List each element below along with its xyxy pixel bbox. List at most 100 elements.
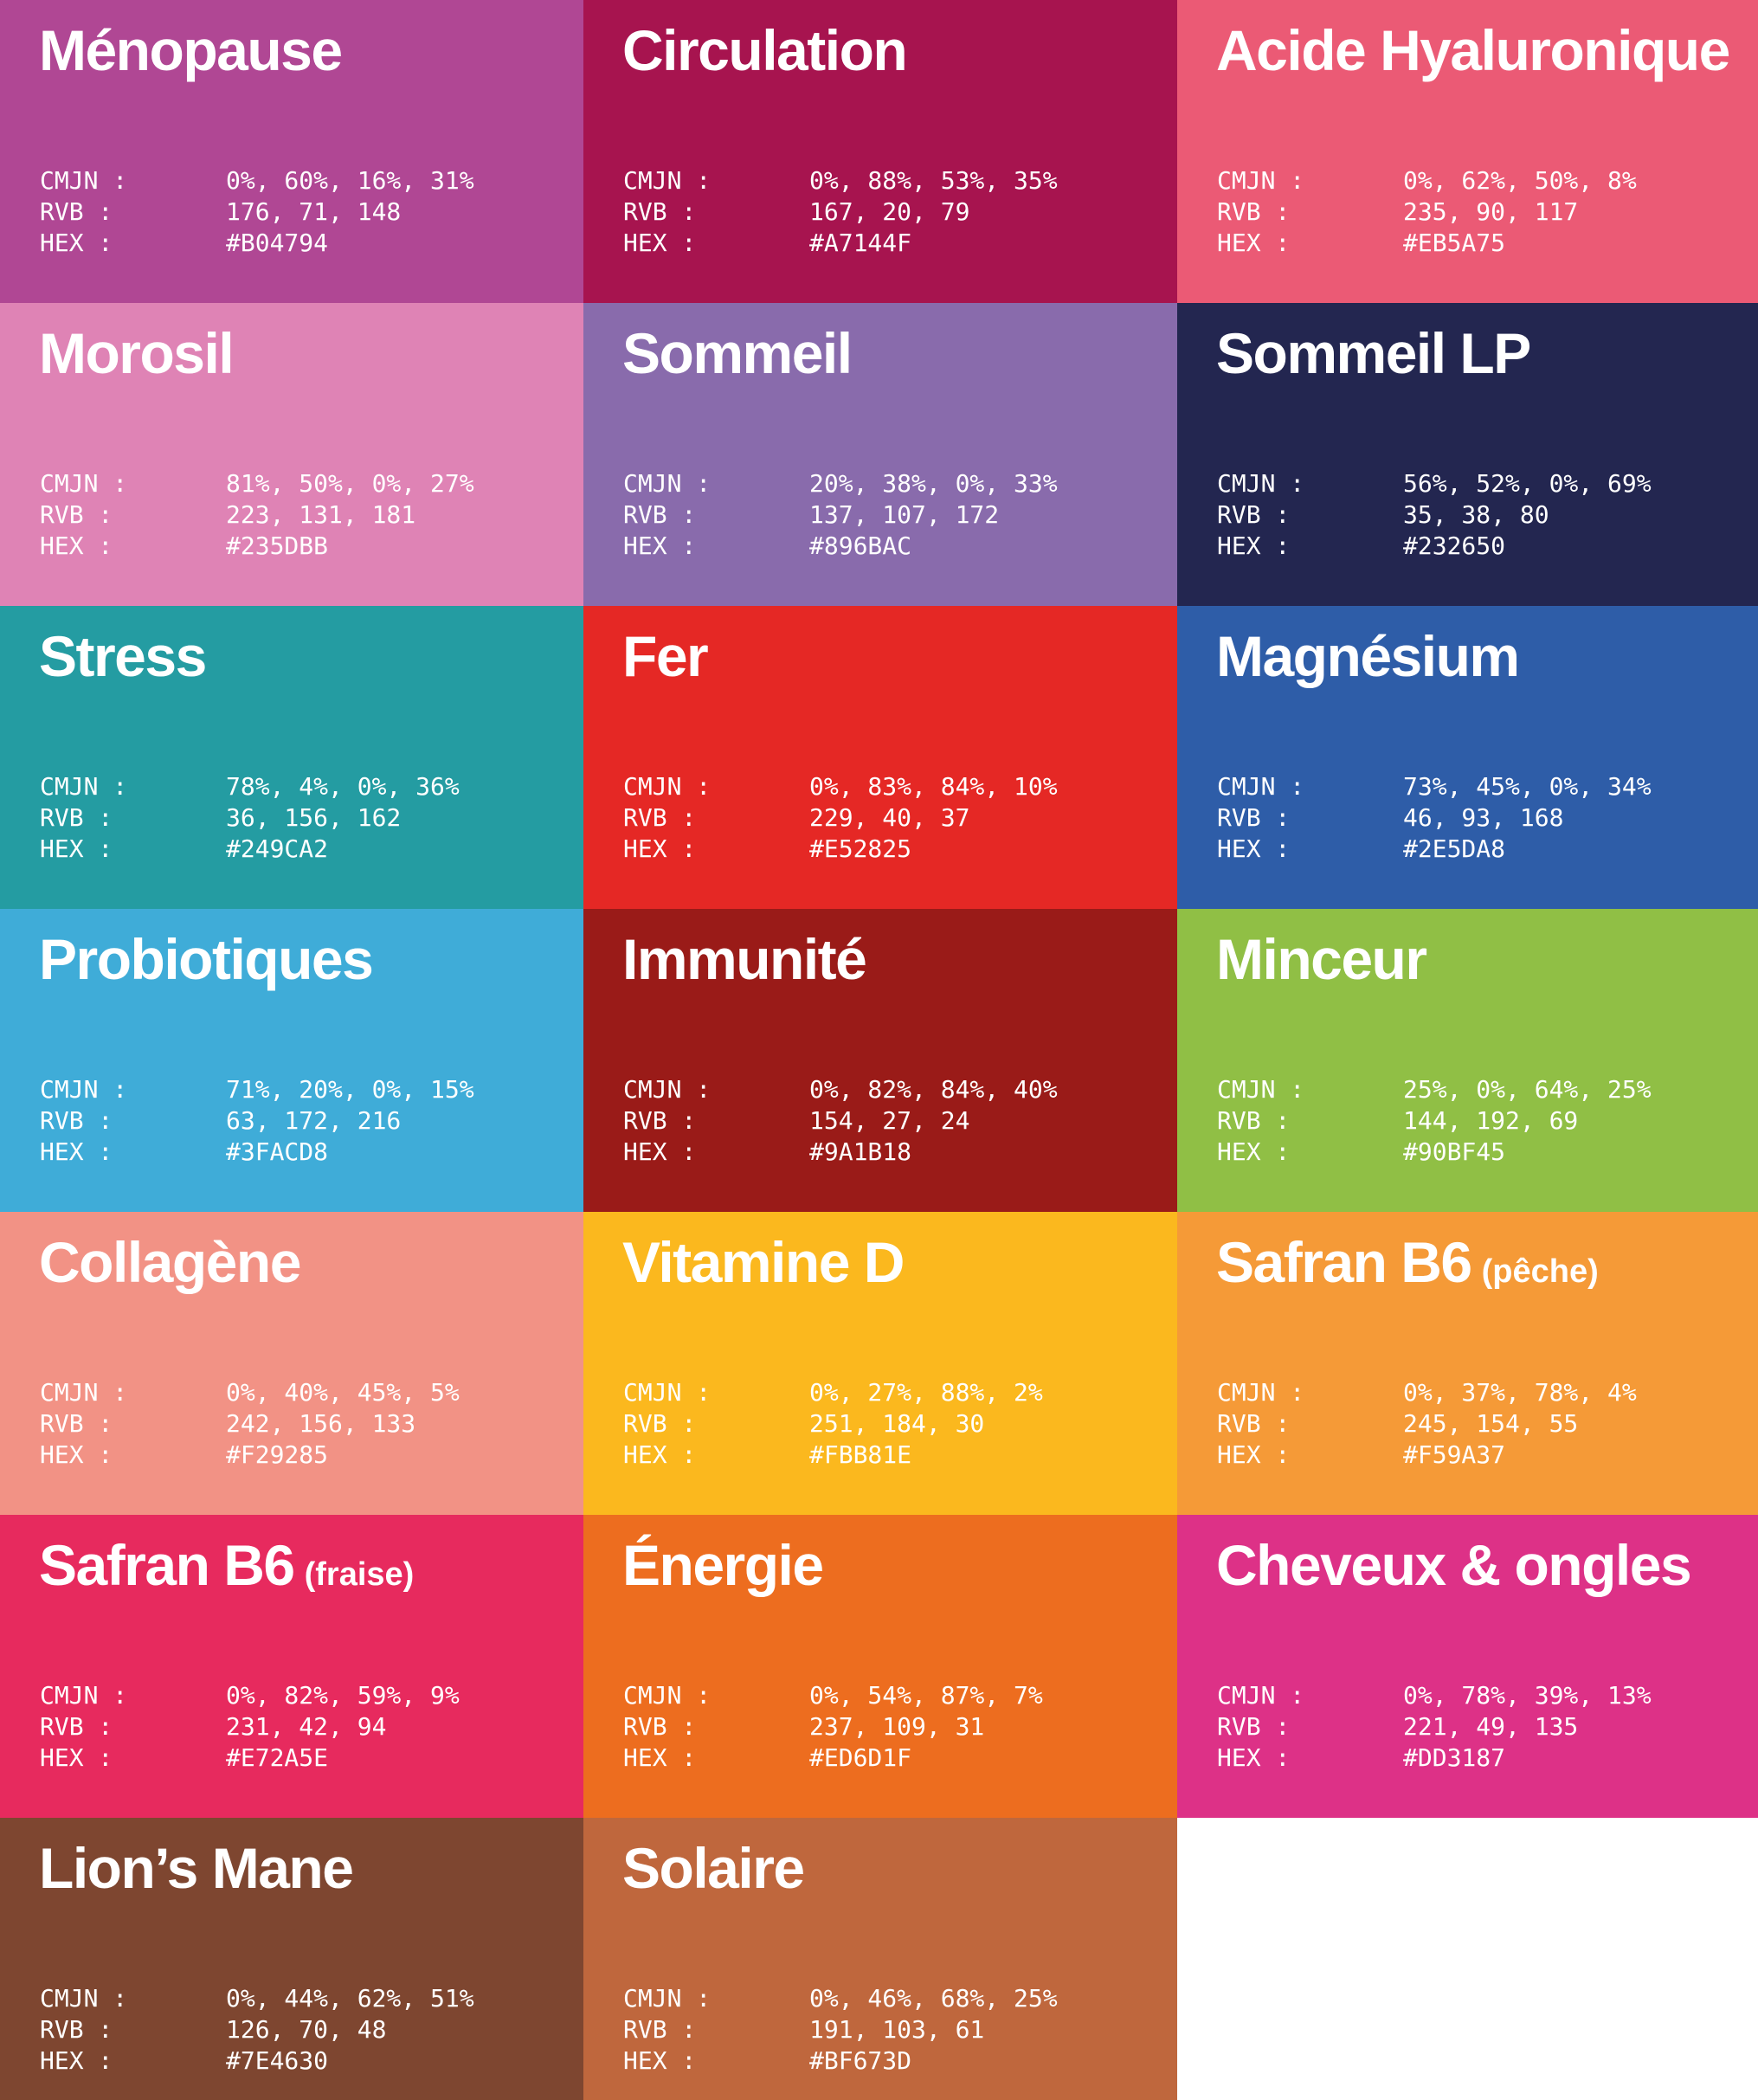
spec-label-hex: HEX : bbox=[40, 531, 113, 560]
swatch-title: Circulation bbox=[622, 19, 908, 82]
spec-label-rvb: RVB : bbox=[1217, 1106, 1291, 1135]
spec-row-cmjn: CMJN : 0%, 44%, 62%, 51% bbox=[40, 1983, 474, 2014]
swatch-specs: CMJN : 71%, 20%, 0%, 15% RVB : 63, 172, … bbox=[40, 1074, 474, 1168]
swatch-name: Solaire bbox=[622, 1836, 805, 1900]
spec-row-cmjn: CMJN : 0%, 40%, 45%, 5% bbox=[40, 1377, 460, 1408]
spec-label-rvb: RVB : bbox=[1217, 500, 1291, 529]
spec-row-hex: HEX : #9A1B18 bbox=[623, 1137, 1058, 1168]
swatch-name: Cheveux & ongles bbox=[1216, 1533, 1692, 1597]
color-swatch: Collagène CMJN : 0%, 40%, 45%, 5% RVB : … bbox=[0, 1212, 583, 1515]
spec-row-rvb: RVB : 46, 93, 168 bbox=[1217, 802, 1652, 834]
spec-label-rvb: RVB : bbox=[40, 1106, 113, 1135]
spec-row-cmjn: CMJN : 0%, 78%, 39%, 13% bbox=[1217, 1680, 1652, 1711]
color-swatch: Ménopause CMJN : 0%, 60%, 16%, 31% RVB :… bbox=[0, 0, 583, 303]
swatch-title: Minceur bbox=[1216, 928, 1427, 991]
swatch-name: Safran B6 bbox=[1216, 1230, 1472, 1294]
spec-label-cmjn: CMJN : bbox=[40, 1681, 128, 1710]
spec-row-cmjn: CMJN : 73%, 45%, 0%, 34% bbox=[1217, 771, 1652, 802]
swatch-title: Sommeil bbox=[622, 321, 853, 385]
spec-row-cmjn: CMJN : 71%, 20%, 0%, 15% bbox=[40, 1074, 474, 1105]
spec-value-hex: #DD3187 bbox=[1403, 1743, 1506, 1772]
spec-row-hex: HEX : #E72A5E bbox=[40, 1742, 460, 1774]
spec-row-hex: HEX : #F59A37 bbox=[1217, 1440, 1637, 1471]
spec-row-hex: HEX : #EB5A75 bbox=[1217, 228, 1637, 259]
spec-value-rvb: 167, 20, 79 bbox=[809, 197, 970, 226]
spec-value-rvb: 63, 172, 216 bbox=[226, 1106, 402, 1135]
spec-value-hex: #9A1B18 bbox=[809, 1137, 912, 1166]
spec-label-hex: HEX : bbox=[1217, 834, 1291, 863]
spec-row-hex: HEX : #ED6D1F bbox=[623, 1742, 1043, 1774]
spec-value-cmjn: 25%, 0%, 64%, 25% bbox=[1403, 1075, 1652, 1104]
spec-value-cmjn: 0%, 82%, 59%, 9% bbox=[226, 1681, 460, 1710]
spec-value-rvb: 231, 42, 94 bbox=[226, 1712, 387, 1741]
spec-value-hex: #F59A37 bbox=[1403, 1440, 1506, 1469]
swatch-title: Safran B6 (pêche) bbox=[1216, 1231, 1599, 1294]
swatch-specs: CMJN : 0%, 88%, 53%, 35% RVB : 167, 20, … bbox=[623, 165, 1058, 259]
spec-value-rvb: 144, 192, 69 bbox=[1403, 1106, 1579, 1135]
spec-row-rvb: RVB : 144, 192, 69 bbox=[1217, 1105, 1652, 1137]
spec-label-cmjn: CMJN : bbox=[623, 1378, 712, 1407]
spec-value-rvb: 245, 154, 55 bbox=[1403, 1409, 1579, 1438]
swatch-title: Lion’s Mane bbox=[39, 1837, 354, 1900]
spec-value-cmjn: 78%, 4%, 0%, 36% bbox=[226, 772, 460, 801]
spec-row-hex: HEX : #232650 bbox=[1217, 531, 1652, 562]
spec-value-rvb: 221, 49, 135 bbox=[1403, 1712, 1579, 1741]
spec-row-hex: HEX : #235DBB bbox=[40, 531, 474, 562]
spec-value-rvb: 237, 109, 31 bbox=[809, 1712, 985, 1741]
swatch-title: Solaire bbox=[622, 1836, 805, 1900]
spec-value-hex: #7E4630 bbox=[226, 2046, 329, 2075]
color-swatch: Circulation CMJN : 0%, 88%, 53%, 35% RVB… bbox=[583, 0, 1177, 303]
spec-row-hex: HEX : #249CA2 bbox=[40, 834, 460, 865]
spec-row-cmjn: CMJN : 0%, 27%, 88%, 2% bbox=[623, 1377, 1043, 1408]
spec-row-cmjn: CMJN : 0%, 60%, 16%, 31% bbox=[40, 165, 474, 196]
spec-value-hex: #FBB81E bbox=[809, 1440, 912, 1469]
spec-label-rvb: RVB : bbox=[623, 1712, 697, 1741]
spec-row-hex: HEX : #E52825 bbox=[623, 834, 1058, 865]
spec-value-cmjn: 0%, 88%, 53%, 35% bbox=[809, 166, 1058, 195]
swatch-name: Énergie bbox=[622, 1533, 824, 1597]
spec-row-cmjn: CMJN : 0%, 46%, 68%, 25% bbox=[623, 1983, 1058, 2014]
spec-value-cmjn: 20%, 38%, 0%, 33% bbox=[809, 469, 1058, 498]
spec-row-rvb: RVB : 126, 70, 48 bbox=[40, 2014, 474, 2045]
spec-label-cmjn: CMJN : bbox=[1217, 166, 1305, 195]
swatch-name: Sommeil LP bbox=[1216, 321, 1531, 385]
spec-row-cmjn: CMJN : 78%, 4%, 0%, 36% bbox=[40, 771, 460, 802]
spec-row-hex: HEX : #3FACD8 bbox=[40, 1137, 474, 1168]
spec-label-hex: HEX : bbox=[40, 1743, 113, 1772]
swatch-title: Safran B6 (fraise) bbox=[39, 1534, 414, 1597]
spec-label-cmjn: CMJN : bbox=[623, 166, 712, 195]
swatch-title: Fer bbox=[622, 624, 709, 688]
spec-label-rvb: RVB : bbox=[623, 2015, 697, 2044]
swatch-specs: CMJN : 0%, 46%, 68%, 25% RVB : 191, 103,… bbox=[623, 1983, 1058, 2077]
swatch-name: Fer bbox=[622, 624, 709, 688]
swatch-name: Probiotiques bbox=[39, 927, 374, 991]
swatch-title: Probiotiques bbox=[39, 927, 374, 991]
spec-label-rvb: RVB : bbox=[1217, 1712, 1291, 1741]
spec-label-rvb: RVB : bbox=[623, 1106, 697, 1135]
spec-row-rvb: RVB : 176, 71, 148 bbox=[40, 196, 474, 228]
spec-value-rvb: 242, 156, 133 bbox=[226, 1409, 416, 1438]
swatch-title: Stress bbox=[39, 625, 207, 688]
swatch-specs: CMJN : 73%, 45%, 0%, 34% RVB : 46, 93, 1… bbox=[1217, 771, 1652, 865]
spec-row-rvb: RVB : 231, 42, 94 bbox=[40, 1711, 460, 1742]
spec-row-cmjn: CMJN : 0%, 88%, 53%, 35% bbox=[623, 165, 1058, 196]
swatch-title: Collagène bbox=[39, 1231, 301, 1294]
spec-label-cmjn: CMJN : bbox=[623, 1075, 712, 1104]
spec-row-rvb: RVB : 242, 156, 133 bbox=[40, 1408, 460, 1440]
spec-value-cmjn: 0%, 78%, 39%, 13% bbox=[1403, 1681, 1652, 1710]
color-swatch: Immunité CMJN : 0%, 82%, 84%, 40% RVB : … bbox=[583, 909, 1177, 1212]
spec-value-cmjn: 0%, 62%, 50%, 8% bbox=[1403, 166, 1637, 195]
spec-label-cmjn: CMJN : bbox=[623, 772, 712, 801]
spec-label-hex: HEX : bbox=[40, 1440, 113, 1469]
color-swatch: Morosil CMJN : 81%, 50%, 0%, 27% RVB : 2… bbox=[0, 303, 583, 606]
spec-label-cmjn: CMJN : bbox=[40, 469, 128, 498]
color-swatch: Vitamine D CMJN : 0%, 27%, 88%, 2% RVB :… bbox=[583, 1212, 1177, 1515]
swatch-title: Immunité bbox=[622, 928, 867, 991]
spec-value-cmjn: 0%, 44%, 62%, 51% bbox=[226, 1984, 474, 2013]
spec-row-cmjn: CMJN : 20%, 38%, 0%, 33% bbox=[623, 468, 1058, 499]
spec-row-cmjn: CMJN : 0%, 82%, 59%, 9% bbox=[40, 1680, 460, 1711]
swatch-specs: CMJN : 0%, 78%, 39%, 13% RVB : 221, 49, … bbox=[1217, 1680, 1652, 1774]
spec-row-cmjn: CMJN : 0%, 37%, 78%, 4% bbox=[1217, 1377, 1637, 1408]
spec-label-rvb: RVB : bbox=[1217, 197, 1291, 226]
swatch-name: Sommeil bbox=[622, 321, 853, 385]
